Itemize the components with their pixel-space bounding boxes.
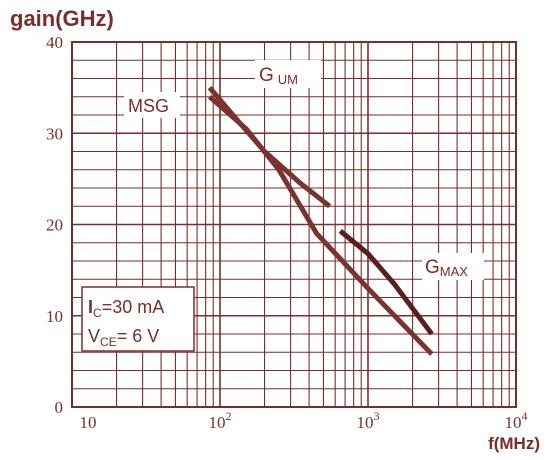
y-tick-label: 10 xyxy=(46,307,63,326)
vce-value: = 6 V xyxy=(117,326,160,346)
series-label-gmax: GMAX xyxy=(425,257,468,279)
gmax-label-sub: MAX xyxy=(440,264,469,279)
x-tick-exponent: 3 xyxy=(374,409,380,423)
x-tick-base: 10 xyxy=(357,413,374,432)
msg-label-box xyxy=(124,92,180,118)
ic-main: I xyxy=(88,297,93,317)
vce-condition: VCE= 6 V xyxy=(88,326,159,349)
gum-label-sub: UM xyxy=(278,72,298,87)
x-tick-exponent: 4 xyxy=(522,409,528,423)
y-tick-label: 40 xyxy=(46,33,63,52)
y-tick-label: 20 xyxy=(46,216,63,235)
x-tick-label: 104 xyxy=(505,409,528,432)
conditions-box xyxy=(81,286,195,352)
series-line-gmax xyxy=(338,228,434,336)
gmax-label-box xyxy=(422,253,484,280)
x-tick-labels: 10 102 103 104 xyxy=(80,409,528,432)
x-tick-label: 102 xyxy=(209,409,232,432)
y-tick-label: 0 xyxy=(55,398,64,417)
ic-sub: C xyxy=(93,306,102,320)
gum-label-main: G xyxy=(259,65,274,86)
x-axis-title: f(MHz) xyxy=(488,434,540,453)
x-tick-label: 10 xyxy=(80,413,97,432)
x-tick-base: 10 xyxy=(80,413,97,432)
series-layer xyxy=(207,85,434,356)
gmax-label-main: G xyxy=(425,257,440,278)
series-line-gum xyxy=(207,94,434,356)
y-tick-label: 30 xyxy=(46,124,63,143)
series-label-gum: G UM xyxy=(259,65,298,87)
vce-sub: CE xyxy=(100,335,117,349)
grid xyxy=(72,42,516,407)
ic-condition: IC=30 mA xyxy=(88,297,164,320)
x-tick-label: 103 xyxy=(357,409,380,432)
y-axis-title: gain(GHz) xyxy=(10,6,114,31)
vce-main: V xyxy=(88,326,100,346)
series-label-msg: MSG xyxy=(128,96,169,116)
plot-frame xyxy=(71,41,517,408)
ic-value: =30 mA xyxy=(102,297,165,317)
gum-label-box xyxy=(255,60,321,88)
y-tick-labels: 0 10 20 30 40 xyxy=(46,33,63,417)
x-tick-base: 10 xyxy=(505,413,522,432)
x-tick-base: 10 xyxy=(209,413,226,432)
x-tick-exponent: 2 xyxy=(226,409,232,423)
